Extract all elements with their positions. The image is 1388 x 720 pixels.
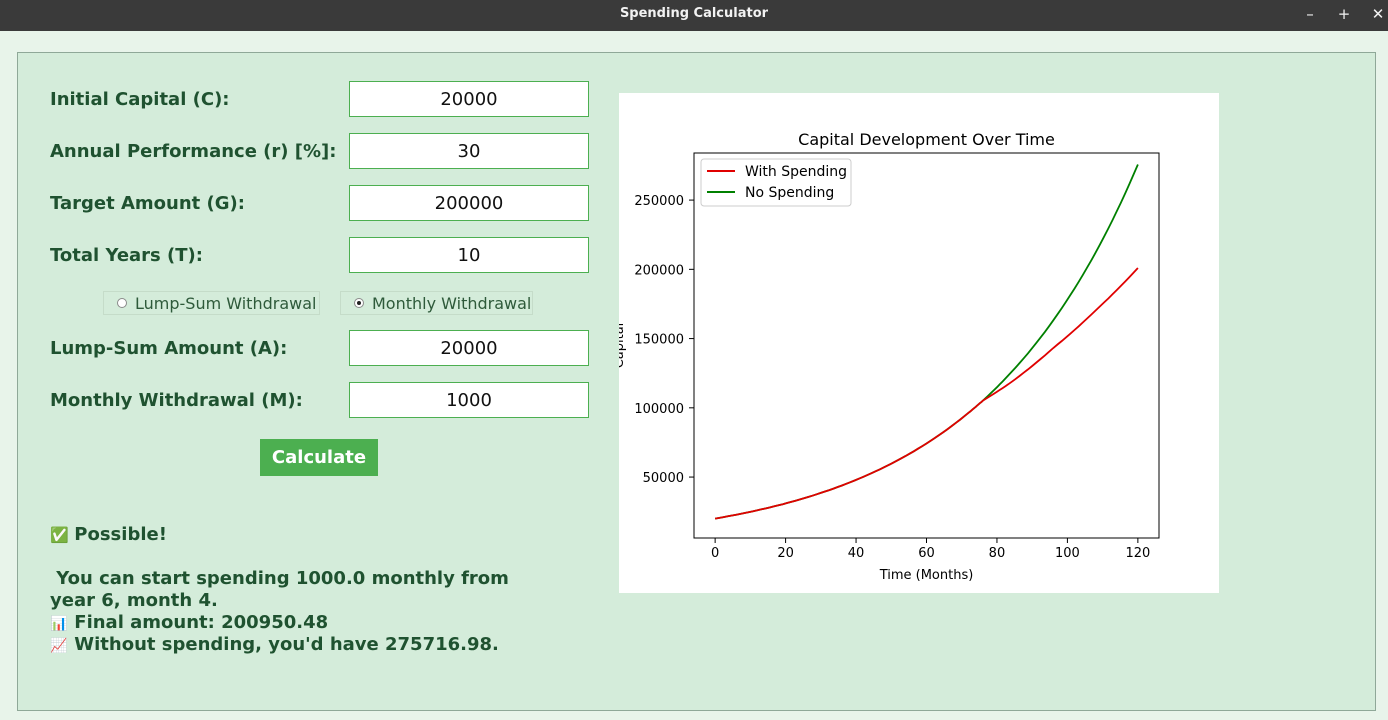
maximize-button[interactable]: + <box>1337 5 1351 23</box>
total-years-input[interactable] <box>349 237 589 273</box>
result-status: ✅ Possible! <box>50 524 167 545</box>
x-tick-label: 120 <box>1125 546 1150 561</box>
x-tick-label: 20 <box>777 546 794 561</box>
y-tick-label: 200000 <box>634 263 684 278</box>
x-tick-label: 60 <box>918 546 935 561</box>
lump-sum-amount-label: Lump-Sum Amount (A): <box>50 338 288 359</box>
annual-performance-input[interactable] <box>349 133 589 169</box>
annual-performance-label: Annual Performance (r) [%]: <box>50 141 337 162</box>
chart-svg: 0 20 40 60 80 100 120 50000 100000 150000 200000 25… <box>619 130 1160 583</box>
lump-sum-amount-input[interactable] <box>349 330 589 366</box>
main-panel: Initial Capital (C): Annual Performance … <box>17 52 1376 711</box>
close-button[interactable]: ✕ <box>1371 5 1385 23</box>
x-tick-label: 80 <box>989 546 1006 561</box>
initial-capital-input[interactable] <box>349 81 589 117</box>
y-axis-label: Capital <box>619 323 627 369</box>
status-text: Possible! <box>74 524 167 545</box>
radio-unselected-icon <box>117 298 127 308</box>
without-spending-row: 📈 Without spending, you'd have 275716.98… <box>50 634 499 655</box>
lump-sum-radio[interactable]: Lump-Sum Withdrawal <box>103 291 320 315</box>
title-bar: Spending Calculator – + ✕ <box>0 0 1388 31</box>
calculate-button[interactable]: Calculate <box>260 439 378 476</box>
initial-capital-label: Initial Capital (C): <box>50 89 230 110</box>
lump-sum-radio-label: Lump-Sum Withdrawal <box>135 293 317 313</box>
y-tick-label: 150000 <box>634 333 684 348</box>
y-tick-label: 250000 <box>634 194 684 209</box>
x-tick-label: 0 <box>711 546 719 561</box>
target-amount-label: Target Amount (G): <box>50 193 245 214</box>
x-tick-label: 40 <box>848 546 865 561</box>
monthly-radio[interactable]: Monthly Withdrawal <box>340 291 533 315</box>
legend-label: No Spending <box>745 185 834 201</box>
series-line-no-spending <box>714 164 1139 520</box>
final-amount-text: Final amount: 200950.48 <box>74 612 329 633</box>
series-line-with-spending <box>714 267 1139 520</box>
line-chart-icon: 📈 <box>50 638 68 654</box>
monthly-withdrawal-input[interactable] <box>349 382 589 418</box>
plot-frame <box>693 152 1160 539</box>
minimize-button[interactable]: – <box>1306 5 1314 23</box>
capital-chart: 0 20 40 60 80 100 120 50000 100000 150000 200000 25… <box>619 93 1219 593</box>
bar-chart-icon: 📊 <box>50 616 68 632</box>
final-amount-row: 📊 Final amount: 200950.48 <box>50 612 328 633</box>
monthly-radio-label: Monthly Withdrawal <box>372 293 532 313</box>
target-amount-input[interactable] <box>349 185 589 221</box>
total-years-label: Total Years (T): <box>50 245 203 266</box>
x-axis-label: Time (Months) <box>879 568 974 583</box>
chart-title: Capital Development Over Time <box>798 130 1055 149</box>
y-tick-label: 50000 <box>643 471 684 486</box>
result-message-line2: year 6, month 4. <box>50 590 218 611</box>
window-title: Spending Calculator <box>619 6 769 21</box>
result-message-line1: You can start spending 1000.0 monthly fr… <box>50 568 509 589</box>
x-tick-label: 100 <box>1055 546 1080 561</box>
radio-selected-icon <box>354 298 364 308</box>
without-spending-text: Without spending, you'd have 275716.98. <box>74 634 499 655</box>
check-icon: ✅ <box>50 526 69 544</box>
monthly-withdrawal-label: Monthly Withdrawal (M): <box>50 390 303 411</box>
legend-label: With Spending <box>745 164 847 180</box>
y-tick-label: 100000 <box>634 402 684 417</box>
legend-box <box>700 158 852 207</box>
